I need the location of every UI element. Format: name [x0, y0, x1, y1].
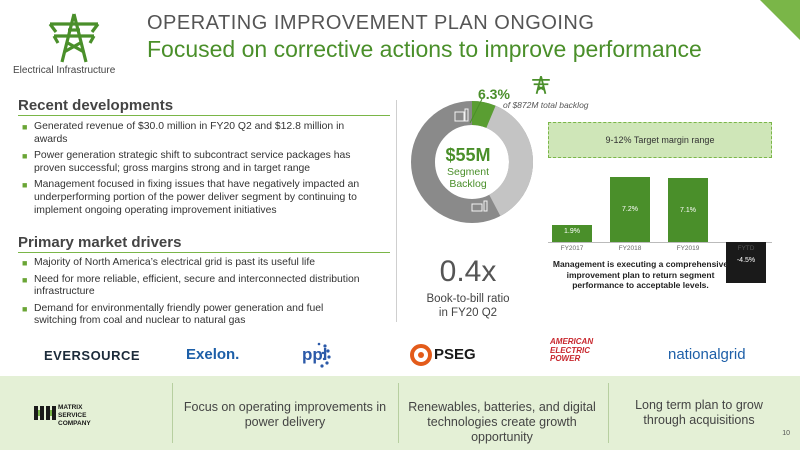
company-name: MATRIX SERVICE COMPANY — [58, 404, 91, 427]
footer-point-2: Renewables, batteries, and digital techn… — [408, 400, 596, 444]
x-tick-label: FYTD — [737, 245, 755, 252]
bar-value-label: 1.9% — [564, 228, 580, 236]
recent-developments-list: ■ Generated revenue of $30.0 million in F… — [22, 121, 367, 221]
bar-FY2017: 1.9% — [552, 224, 592, 242]
bullet-icon: ■ — [22, 151, 28, 162]
bullet-icon: ■ — [22, 258, 28, 268]
x-tick-label: FY2017 — [560, 245, 584, 252]
list-item: ■ Management focused in fixing issues tha… — [22, 179, 360, 216]
chart-baseline — [548, 242, 772, 243]
exelon-logo: Exelon. — [186, 346, 240, 363]
page-number: 10 — [782, 430, 790, 437]
backlog-value: $55M — [445, 145, 491, 165]
bar-FY2018: 7.2% — [610, 177, 650, 242]
ppl-burst-icon — [317, 342, 331, 368]
backlog-label-1: Segment — [446, 166, 490, 178]
x-tick-label: FY2018 — [618, 245, 642, 252]
book-to-bill-label-2: in FY20 Q2 — [438, 307, 498, 319]
book-to-bill-value: 0.4x — [439, 255, 497, 288]
recent-developments-title: Recent developments — [18, 97, 174, 114]
book-to-bill-label-1: Book-to-bill ratio — [426, 293, 510, 305]
x-tick-label: FY2019 — [676, 245, 700, 252]
bar-value-label: -4.5% — [736, 257, 756, 265]
pseg-sun-icon — [410, 344, 432, 366]
backlog-share-pct: 6.3% — [478, 86, 510, 102]
page-pretitle: OPERATING IMPROVEMENT PLAN ONGOING — [147, 12, 595, 34]
list-item: ■ Majority of North America’s electrical … — [22, 257, 316, 268]
donut-segment-electrical — [471, 101, 496, 129]
list-item: ■ Power generation strategic shift to sub… — [22, 150, 351, 174]
corner-accent — [760, 0, 800, 40]
building-icon — [454, 108, 488, 212]
backlog-label-2: Backlog — [449, 178, 487, 190]
donut-segment-other — [485, 105, 533, 216]
page-title: Focused on corrective actions to improve… — [147, 36, 702, 62]
column-divider — [396, 100, 397, 322]
pseg-logo: PSEG — [434, 346, 476, 363]
market-drivers-list: ■ Majority of North America’s electrical … — [22, 257, 367, 332]
footer-band — [0, 376, 800, 450]
bar-value-label: 7.2% — [622, 206, 638, 214]
matrix-logo-icon — [34, 406, 56, 420]
ppl-logo: ppl — [302, 345, 328, 364]
national-grid-logo: nationalgrid — [668, 346, 746, 363]
bar-value-label: 7.1% — [680, 206, 696, 214]
bar-FYTD: -4.5% — [726, 242, 766, 283]
footer-point-3: Long term plan to grow through acquisiti… — [635, 398, 763, 427]
target-margin-band: 9-12% Target margin range — [548, 122, 772, 158]
footer-point-1: Focus on operating improvements in power… — [183, 400, 387, 429]
chart-note: Management is executing a comprehensive … — [552, 259, 729, 290]
transmission-tower-icon — [48, 13, 100, 63]
bullet-icon: ■ — [22, 122, 28, 132]
bullet-icon: ■ — [22, 303, 28, 314]
market-drivers-title: Primary market drivers — [18, 234, 182, 251]
list-item: ■ Demand for environmentally friendly pow… — [22, 302, 324, 327]
backlog-donut — [411, 101, 533, 223]
transmission-tower-icon — [532, 75, 550, 95]
list-item: ■ Generated revenue of $30.0 million in F… — [22, 121, 345, 145]
customer-logo-strip: EVERSOURCE Exelon. ppl PSEG AMERICAN ELE… — [20, 337, 780, 372]
leader-line — [469, 98, 483, 124]
eversource-logo: EVERSOURCE — [44, 348, 141, 363]
list-item: ■ Need for more reliable, efficient, secu… — [22, 273, 360, 298]
section-rule — [18, 252, 390, 253]
bullet-icon: ■ — [22, 274, 28, 285]
bullet-icon: ■ — [22, 180, 28, 191]
section-rule — [18, 115, 390, 116]
backlog-share-sub: of $872M total backlog — [503, 100, 589, 110]
footer-divider — [608, 383, 609, 443]
footer-divider — [172, 383, 173, 443]
book-to-bill-label: Book-to-bill ratio in FY20 Q2 — [408, 292, 528, 320]
footer-divider — [398, 383, 399, 443]
aep-logo: AMERICAN ELECTRIC POWER — [550, 337, 594, 363]
bar-FY2019: 7.1% — [668, 178, 708, 242]
segment-label: Electrical Infrastructure — [13, 65, 116, 76]
